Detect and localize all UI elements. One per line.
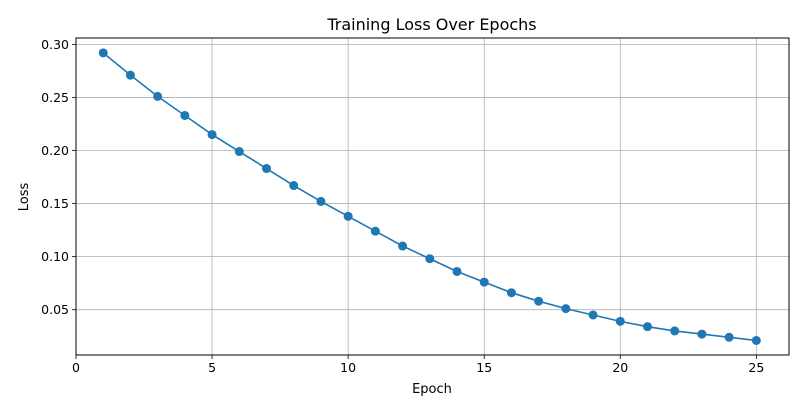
data-point-marker [561,304,571,314]
x-tick-label: 20 [612,360,628,375]
data-point-marker [125,70,135,80]
data-point-marker [697,329,707,339]
y-axis-ticks: 0.05 0.10 0.15 0.20 0.25 0.30 [41,37,76,317]
y-axis-label: Loss [17,183,32,212]
data-point-marker [588,310,598,320]
data-point-marker [98,48,108,58]
y-tick-label: 0.05 [41,302,69,317]
data-point-marker [398,241,408,251]
y-tick-label: 0.20 [41,143,69,158]
y-tick-label: 0.25 [41,90,69,105]
x-tick-label: 5 [208,360,216,375]
data-point-marker [207,130,217,140]
y-tick-label: 0.15 [41,196,69,211]
data-point-marker [670,326,680,336]
x-tick-label: 15 [476,360,492,375]
y-tick-label: 0.30 [41,37,69,52]
data-point-marker [180,110,190,120]
x-axis-label: Epoch [412,382,452,397]
data-point-marker [153,91,163,101]
data-point-marker [452,266,462,276]
data-point-marker [425,254,435,264]
grid-lines [75,38,789,355]
y-tick-label: 0.10 [41,249,69,264]
data-series [98,48,761,345]
chart-title: Training Loss Over Epochs [326,15,536,34]
x-tick-label: 0 [72,360,80,375]
data-point-marker [316,196,326,206]
data-point-marker [479,277,489,287]
data-point-marker [289,181,299,191]
plot-area-frame [75,37,790,356]
data-point-marker [370,226,380,236]
data-point-marker [261,164,271,174]
data-point-marker [534,296,544,306]
data-point-marker [615,316,625,326]
x-axis-ticks: 0 5 10 15 20 25 [72,355,764,375]
data-point-marker [343,211,353,221]
data-point-marker [234,147,244,157]
x-tick-label: 25 [748,360,764,375]
data-point-marker [642,322,652,332]
data-point-marker [724,332,734,342]
x-tick-label: 10 [340,360,356,375]
data-point-marker [751,335,761,345]
data-point-marker [506,288,516,298]
